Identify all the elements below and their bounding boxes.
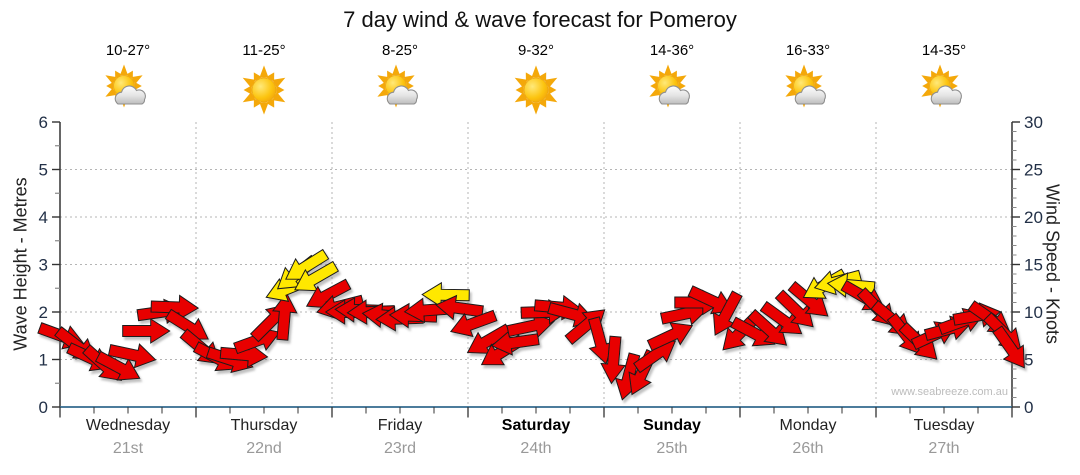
sun-cloud-icon bbox=[785, 64, 826, 108]
temp-label: 14-36° bbox=[649, 42, 695, 59]
sun-cloud-icon bbox=[649, 64, 690, 108]
wind-axis-tick-label: 5 bbox=[1024, 351, 1033, 370]
day-name: Saturday bbox=[501, 417, 571, 434]
day-name: Monday bbox=[779, 417, 837, 434]
weather-icon-box bbox=[468, 64, 604, 116]
wind-arrow bbox=[466, 323, 512, 354]
wave-axis-tick-label: 0 bbox=[39, 398, 48, 417]
wind-arrow bbox=[294, 260, 340, 292]
day-date: 27th bbox=[928, 440, 960, 457]
day-name: Wednesday bbox=[85, 417, 171, 434]
wave-axis-tick-label: 1 bbox=[39, 351, 48, 370]
day-date: 25th bbox=[656, 440, 688, 457]
weather-icon-box bbox=[196, 64, 332, 116]
wind-axis-tick-label: 10 bbox=[1024, 303, 1043, 322]
day-name: Friday bbox=[377, 417, 423, 434]
sun-icon bbox=[514, 65, 558, 115]
wind-arrow bbox=[271, 291, 298, 341]
wind-arrow bbox=[107, 343, 157, 369]
day-date: 21st bbox=[112, 440, 144, 457]
wind-arrow bbox=[600, 335, 626, 385]
temp-label: 10-27° bbox=[105, 42, 151, 59]
day-date: 22nd bbox=[246, 440, 282, 457]
day-name: Thursday bbox=[230, 417, 298, 434]
wind-arrow bbox=[588, 316, 614, 365]
wind-arrow bbox=[759, 300, 803, 335]
day-date: 26th bbox=[792, 440, 824, 457]
wave-axis-tick-label: 2 bbox=[39, 303, 48, 322]
wind-axis-tick-label: 15 bbox=[1024, 256, 1043, 275]
sun-cloud-icon bbox=[377, 64, 418, 108]
wind-arrow bbox=[122, 318, 171, 344]
sun-icon bbox=[242, 65, 286, 115]
temp-label: 14-35° bbox=[921, 42, 967, 59]
weather-icon-box bbox=[332, 64, 468, 116]
sun-cloud-icon bbox=[921, 64, 962, 108]
day-date: 23rd bbox=[383, 440, 417, 457]
wind-arrow bbox=[435, 294, 484, 321]
day-name: Sunday bbox=[643, 417, 701, 434]
wind-arrow bbox=[774, 289, 814, 328]
day-name: Tuesday bbox=[913, 417, 975, 434]
wind-arrow bbox=[712, 290, 743, 336]
wave-axis-tick-label: 3 bbox=[39, 256, 48, 275]
wind-speed-axis-label: Wind Speed - Knots bbox=[1042, 183, 1063, 345]
wave-axis-tick-label: 5 bbox=[39, 161, 48, 180]
wind-arrow bbox=[506, 312, 555, 338]
wind-axis-tick-label: 0 bbox=[1024, 398, 1033, 417]
wind-arrow bbox=[490, 330, 540, 356]
weather-icon-box bbox=[604, 64, 740, 116]
wind-arrow bbox=[992, 325, 1025, 369]
temp-label: 8-25° bbox=[381, 42, 419, 59]
wind-arrow-band bbox=[37, 248, 1025, 401]
watermark: www.seabreeze.com.au bbox=[891, 386, 1008, 398]
wind-arrow bbox=[150, 294, 200, 321]
wind-axis-tick-label: 25 bbox=[1024, 161, 1043, 180]
wind-axis-tick-label: 20 bbox=[1024, 208, 1043, 227]
temp-label: 16-33° bbox=[785, 42, 831, 59]
day-date: 24th bbox=[520, 440, 552, 457]
wave-height-axis-label: Wave Height - Metres bbox=[10, 177, 31, 351]
wave-axis-tick-label: 4 bbox=[39, 208, 48, 227]
wind-arrow bbox=[421, 281, 470, 308]
weather-icon-box bbox=[740, 64, 876, 116]
page-title: 7 day wind & wave forecast for Pomeroy bbox=[343, 7, 737, 32]
wind-axis-tick-label: 30 bbox=[1024, 113, 1043, 132]
weather-icon-box bbox=[876, 64, 1012, 116]
wind-arrow bbox=[94, 350, 141, 381]
temp-label: 11-25° bbox=[242, 42, 286, 59]
wind-arrow bbox=[787, 280, 829, 317]
weather-icon-box bbox=[60, 64, 196, 116]
wind-arrow bbox=[747, 308, 788, 346]
wind-arrow bbox=[646, 322, 694, 352]
wind-arrow bbox=[449, 309, 498, 338]
sun-cloud-icon bbox=[105, 64, 146, 108]
temp-label: 9-32° bbox=[517, 42, 555, 59]
wave-axis-tick-label: 6 bbox=[39, 113, 48, 132]
